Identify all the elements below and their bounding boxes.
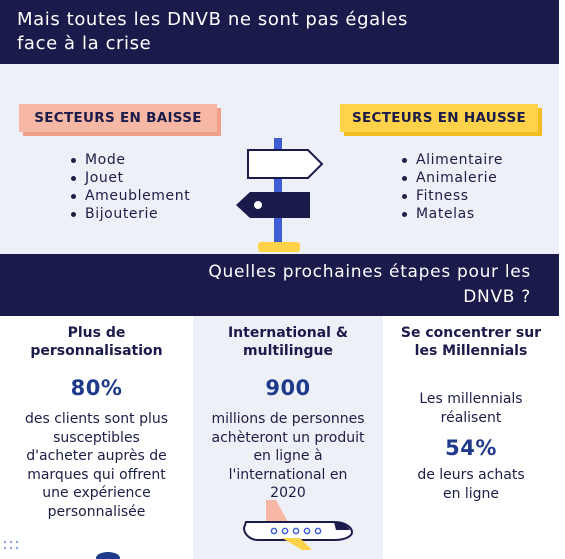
column-stat: 900 (265, 376, 311, 400)
page-title-line-1: Mais toutes les DNVB ne sont pas égales (17, 9, 408, 30)
description-line: d'acheter auprès de (26, 448, 167, 464)
column-description: des clients sont plus susceptibles d'ach… (0, 410, 193, 521)
column-title-line: Se concentrer sur (400, 325, 542, 341)
description-line: des clients sont plus (24, 411, 169, 427)
airplane-icon (242, 500, 354, 550)
description-line: réalisent (440, 409, 502, 426)
description-line: personnalisée (47, 503, 146, 520)
sectors-up-list: Alimentaire Animalerie Fitness Matelas (400, 151, 503, 223)
sectors-section: SECTEURS EN BAISSE SECTEURS EN HAUSSE Mo… (0, 64, 559, 254)
header-banner: Mais toutes les DNVB ne sont pas égales … (0, 0, 559, 64)
list-item: Animalerie (400, 169, 503, 187)
description-line: Les millennials (419, 391, 523, 407)
right-edge-strip (559, 0, 565, 559)
description-line: millions de personnes (211, 411, 365, 427)
description-line: une expérience (42, 485, 151, 501)
column-title: International & multilingue (193, 324, 383, 360)
column-title-line: personnalisation (30, 343, 163, 359)
list-item: Matelas (400, 205, 503, 223)
list-item: Ameublement (69, 187, 190, 205)
next-steps-title-line-2: DNVB ? (463, 287, 531, 307)
list-item: Mode (69, 151, 190, 169)
next-steps-title-line-1: Quelles prochaines étapes pour les (208, 262, 531, 282)
list-item: Bijouterie (69, 205, 190, 223)
page-title-line-2: face à la crise (17, 33, 152, 54)
column-title: Plus de personnalisation (0, 324, 193, 360)
column-description-before: Les millennials réalisent (383, 390, 559, 427)
description-line: en ligne (442, 485, 500, 502)
description-line: 2020 (270, 485, 306, 501)
column-description: millions de personnes achèteront un prod… (193, 410, 383, 503)
description-line: en ligne à (253, 448, 323, 464)
signpost-icon (236, 138, 324, 252)
next-steps-title: Quelles prochaines étapes pour les DNVB … (151, 260, 531, 310)
sectors-down-list: Mode Jouet Ameublement Bijouterie (69, 151, 190, 223)
column-title-line: multilingue (243, 343, 333, 359)
next-steps-banner: Quelles prochaines étapes pour les DNVB … (0, 254, 559, 316)
list-item: Fitness (400, 187, 503, 205)
page-title: Mais toutes les DNVB ne sont pas égales … (17, 8, 408, 56)
description-line: susceptibles (53, 429, 140, 446)
column-stat: 80% (70, 376, 123, 400)
column-title-line: Plus de (67, 325, 126, 341)
description-line: marques qui offrent (27, 466, 166, 483)
decorative-blob (96, 552, 120, 559)
description-line: achèteront un produit (211, 429, 365, 446)
column-title: Se concentrer sur les Millennials (383, 324, 559, 360)
description-line: de leurs achats (417, 467, 525, 483)
dots-decoration-icon (3, 540, 19, 550)
sectors-down-badge: SECTEURS EN BAISSE (19, 104, 217, 132)
column-international: International & multilingue 900 millions… (193, 316, 383, 559)
sectors-up-badge: SECTEURS EN HAUSSE (340, 104, 538, 132)
list-item: Alimentaire (400, 151, 503, 169)
column-title-line: les Millennials (414, 343, 528, 359)
column-millennials: Se concentrer sur les Millennials Les mi… (383, 316, 559, 559)
list-item: Jouet (69, 169, 190, 187)
column-title-line: International & (227, 325, 349, 341)
column-description-after: de leurs achats en ligne (383, 466, 559, 503)
description-line: l'international en (228, 466, 348, 483)
column-stat: 54% (445, 436, 497, 460)
column-personalisation: Plus de personnalisation 80% des clients… (0, 316, 193, 559)
